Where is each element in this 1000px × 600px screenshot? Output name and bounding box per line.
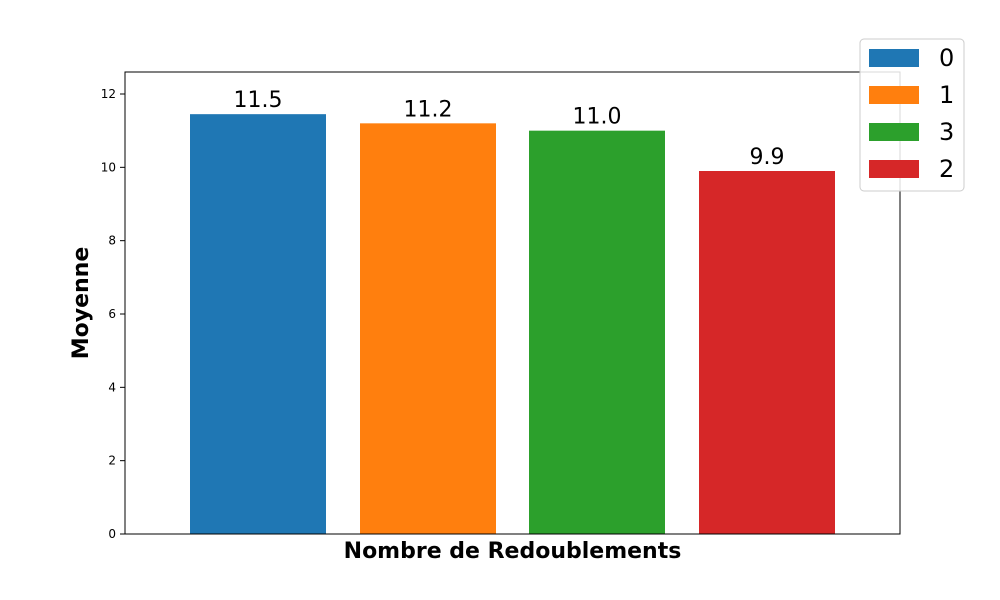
bar-value-label: 9.9: [750, 145, 785, 170]
bar-3: [529, 130, 665, 534]
y-axis-title: Moyenne: [69, 247, 94, 360]
legend-swatch-1: [869, 86, 919, 104]
legend: 0 1 3 2: [859, 38, 965, 192]
bar-0: [190, 114, 326, 535]
y-tick-label: 2: [108, 454, 116, 468]
bar-value-label: 11.2: [404, 97, 453, 122]
y-axis: 0 2 4 6 8 10 12: [101, 87, 125, 541]
y-tick-label: 8: [108, 234, 116, 248]
legend-label-0: 0: [939, 44, 954, 72]
legend-swatch-2: [869, 160, 919, 178]
bar-2: [699, 171, 835, 534]
data-labels-group: 11.5 11.2 11.0 9.9: [234, 88, 785, 170]
bar-value-label: 11.0: [573, 105, 622, 130]
bars-group: [190, 114, 835, 535]
legend-label-3: 3: [939, 118, 954, 146]
x-axis-title: Nombre de Redoublements: [344, 539, 682, 564]
y-tick-label: 6: [108, 307, 116, 321]
legend-swatch-3: [869, 123, 919, 141]
legend-label-2: 2: [939, 155, 954, 183]
legend-swatch-0: [869, 49, 919, 67]
y-tick-label: 0: [108, 527, 116, 541]
legend-box: [859, 38, 965, 192]
legend-label-1: 1: [939, 81, 954, 109]
y-tick-label: 10: [101, 160, 116, 174]
y-tick-label: 4: [108, 380, 116, 394]
plot-frame: [124, 71, 901, 535]
y-tick-label: 12: [101, 87, 116, 101]
bar-value-label: 11.5: [234, 88, 283, 113]
bar-1: [360, 123, 496, 534]
